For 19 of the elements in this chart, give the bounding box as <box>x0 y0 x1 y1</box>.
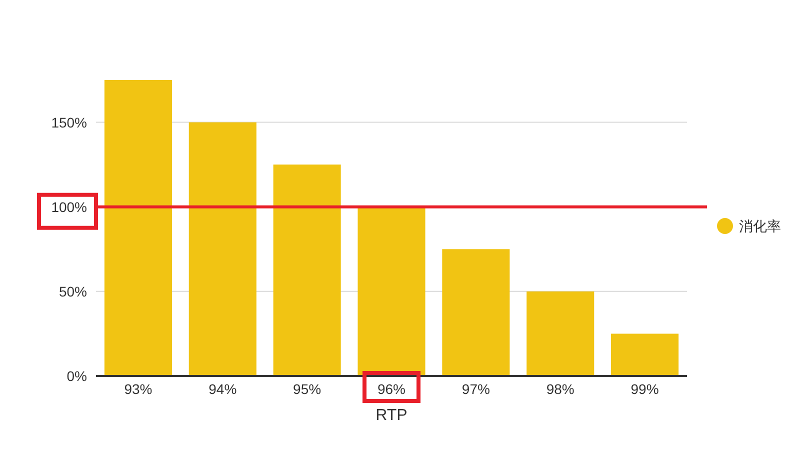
y-tick-label: 50% <box>58 283 87 300</box>
x-tick-label: 96% <box>377 381 406 397</box>
x-tick-label: 94% <box>208 381 237 397</box>
y-tick-label: 100% <box>51 198 87 215</box>
x-tick-label: 97% <box>462 381 490 397</box>
bar <box>526 291 594 376</box>
x-tick-label: 99% <box>630 381 659 397</box>
legend-label: 消化率 <box>739 218 781 234</box>
bar <box>273 164 341 376</box>
bar <box>188 122 256 376</box>
x-tick-label: 98% <box>546 381 574 397</box>
bar <box>442 249 510 376</box>
x-tick-label: 95% <box>293 381 322 397</box>
x-tick-label: 93% <box>124 381 152 397</box>
y-tick-label: 150% <box>51 114 87 130</box>
y-tick-label: 0% <box>66 368 87 384</box>
x-axis-title: RTP <box>376 407 408 424</box>
bar <box>104 80 172 376</box>
bar <box>611 334 679 376</box>
